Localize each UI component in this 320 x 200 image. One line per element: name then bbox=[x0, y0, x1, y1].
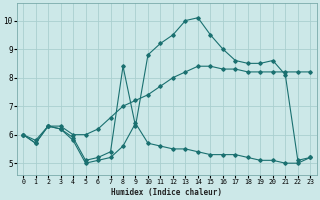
X-axis label: Humidex (Indice chaleur): Humidex (Indice chaleur) bbox=[111, 188, 222, 197]
